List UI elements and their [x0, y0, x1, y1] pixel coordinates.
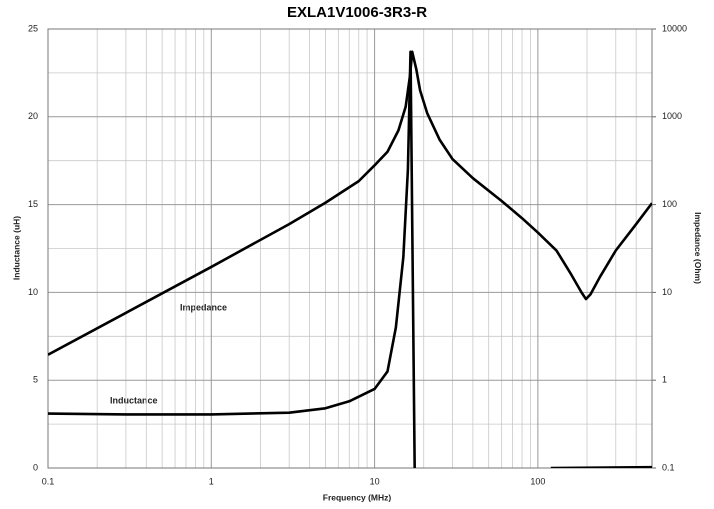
x-tick-label: 1: [209, 476, 214, 486]
y2-tick-label: 1: [662, 375, 667, 385]
y-tick-label: 25: [28, 23, 38, 33]
y-tick-label: 15: [28, 199, 38, 209]
chart-title: EXLA1V1006-3R3-R: [287, 4, 427, 21]
y2-axis-title: Impedance (Ohm): [693, 212, 703, 284]
y2-tick-label: 10000: [662, 23, 687, 33]
series-line: [48, 50, 652, 356]
inductance-label: Inductance: [110, 395, 158, 405]
x-tick-label: 10: [370, 476, 380, 486]
y-tick-label: 20: [28, 111, 38, 121]
y2-tick-label: 1000: [662, 111, 682, 121]
series-line: [48, 50, 652, 468]
y2-tick-label: 10: [662, 287, 672, 297]
x-axis-title: Frequency (MHz): [323, 492, 392, 502]
y2-tick-label: 100: [662, 199, 677, 209]
x-tick-label: 0.1: [42, 476, 55, 486]
x-tick-label: 100: [530, 476, 545, 486]
y-tick-label: 0: [33, 462, 38, 472]
plot-frame: [47, 28, 653, 469]
y-tick-label: 10: [28, 287, 38, 297]
y-tick-label: 5: [33, 375, 38, 385]
y2-tick-label: 0.1: [662, 462, 675, 472]
y-axis-title: Inductance (uH): [11, 216, 21, 280]
